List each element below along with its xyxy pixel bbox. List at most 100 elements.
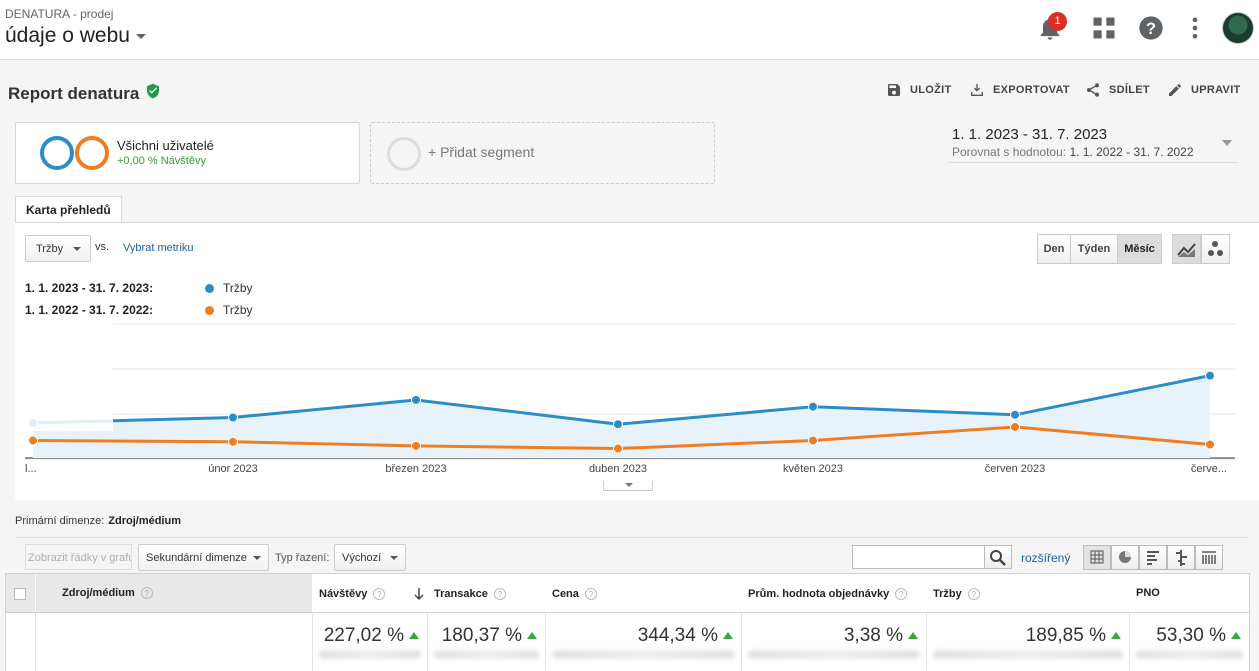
advanced-filter-link[interactable]: rozšířený <box>1021 551 1071 565</box>
account-path[interactable]: DENATURA - prodej <box>5 7 114 21</box>
sort-down-arrow-icon <box>414 588 424 601</box>
table-view-comparison-button[interactable] <box>1167 545 1195 570</box>
data-point[interactable] <box>808 401 818 412</box>
up-arrow-icon <box>409 632 419 639</box>
line-chart-view-button[interactable] <box>1172 234 1201 264</box>
data-point[interactable] <box>1010 409 1020 420</box>
granularity-month[interactable]: Měsíc <box>1117 234 1162 264</box>
pivot-icon <box>1202 551 1216 564</box>
line-chart: l... únor 2023 březen 2023 duben 2023 květen… <box>25 323 1235 475</box>
table-cell <box>6 613 35 671</box>
column-header-avg-order-value[interactable]: Prům. hodnota objednávky? <box>741 574 926 612</box>
report-title: Report denatura <box>8 84 140 103</box>
collapse-chart-toggle[interactable] <box>603 481 653 491</box>
segment-delta: +0,00 % Návštěvy <box>117 155 206 167</box>
download-icon <box>971 84 983 96</box>
top-bar: DENATURA - prodej údaje o webu 1 ? <box>0 0 1259 60</box>
pencil-icon <box>1169 84 1181 96</box>
more-vert-icon[interactable] <box>1181 14 1209 42</box>
tab-overview[interactable]: Karta přehledů <box>15 196 122 223</box>
table-view-pie-button[interactable] <box>1111 545 1139 570</box>
up-arrow-icon <box>527 632 537 639</box>
data-point[interactable] <box>613 443 623 454</box>
redacted-value <box>434 650 539 659</box>
column-header-revenue[interactable]: Tržby? <box>926 574 1129 612</box>
segment-all-users[interactable]: Všichni uživatelé +0,00 % Návštěvy <box>15 122 360 184</box>
secondary-dimension-select[interactable]: Sekundární dimenze <box>138 544 269 571</box>
column-header-transactions[interactable]: Transakce? <box>427 574 545 612</box>
summary-avg-order-value: 3,38 % <box>741 613 926 671</box>
data-point[interactable] <box>28 435 38 446</box>
metric-select[interactable]: Tržby <box>25 235 91 262</box>
help-icon[interactable]: ? <box>373 588 386 601</box>
date-range-main: 1. 1. 2023 - 31. 7. 2023 <box>952 126 1108 143</box>
date-range-compare: Porovnat s hodnotou: 1. 1. 2022 - 31. 7.… <box>952 145 1194 159</box>
x-tick-label: únor 2023 <box>208 463 258 475</box>
export-button[interactable]: EXPORTOVAT <box>971 84 1070 96</box>
data-point[interactable] <box>1205 439 1215 450</box>
search-icon <box>990 550 1006 566</box>
data-point[interactable] <box>613 419 623 430</box>
granularity-week[interactable]: Týden <box>1070 234 1118 264</box>
save-icon <box>888 84 900 96</box>
data-point[interactable] <box>1010 421 1020 432</box>
share-icon <box>1087 83 1099 97</box>
search-button[interactable] <box>984 545 1012 569</box>
data-point[interactable] <box>808 435 818 446</box>
pick-metric-link[interactable]: Vybrat metriku <box>123 242 194 254</box>
save-button[interactable]: ULOŽIT <box>888 84 952 96</box>
view-name: údaje o webu <box>5 24 130 47</box>
help-icon[interactable]: ? <box>140 587 153 600</box>
apps-grid-icon[interactable] <box>1090 14 1118 42</box>
legend-range-previous: 1. 1. 2022 - 31. 7. 2022: <box>25 303 154 317</box>
view-selector[interactable]: údaje o webu <box>5 24 146 48</box>
share-button[interactable]: SDÍLET <box>1087 83 1150 97</box>
segment-ring-empty <box>387 137 421 171</box>
x-tick-label: duben 2023 <box>589 463 647 475</box>
segment-name: Všichni uživatelé <box>117 138 214 153</box>
column-header-sessions[interactable]: Návštěvy? <box>312 574 427 612</box>
table-search-input[interactable] <box>852 545 985 569</box>
column-header-cost[interactable]: Cena? <box>545 574 741 612</box>
add-segment-button[interactable]: + Přidat segment <box>370 122 715 184</box>
motion-chart-view-button[interactable] <box>1201 234 1230 264</box>
data-point[interactable] <box>228 412 238 423</box>
chevron-down-icon <box>1222 140 1232 146</box>
select-all-checkbox[interactable] <box>14 588 26 600</box>
table-view-data-button[interactable] <box>1083 545 1111 570</box>
table-toolbar: Zobrazit řádky v grafu Sekundární dimenz… <box>15 537 1249 577</box>
column-header-pno[interactable]: PNO <box>1129 574 1249 612</box>
redacted-value <box>1136 650 1243 659</box>
column-header-source-medium[interactable]: Zdroj/médium? <box>35 574 313 612</box>
data-point[interactable] <box>228 436 238 447</box>
svg-text:?: ? <box>1146 20 1156 38</box>
x-tick-label: červen 2023 <box>985 463 1046 475</box>
x-tick-label: březen 2023 <box>385 463 446 475</box>
comparison-icon <box>1176 550 1187 566</box>
up-arrow-icon <box>1111 632 1121 639</box>
divider <box>948 162 1238 163</box>
help-icon[interactable]: ? <box>895 588 908 601</box>
help-icon[interactable]: ? <box>584 588 597 601</box>
table-view-performance-button[interactable] <box>1139 545 1167 570</box>
plot-rows-button[interactable]: Zobrazit řádky v grafu <box>25 544 132 570</box>
help-icon[interactable]: ? <box>1137 14 1165 42</box>
primary-dimension-value[interactable]: Zdroj/médium <box>108 515 181 527</box>
edit-button[interactable]: UPRAVIT <box>1169 84 1241 96</box>
data-point[interactable] <box>1205 370 1215 381</box>
help-icon[interactable]: ? <box>493 588 506 601</box>
legend-series-current: Tržby <box>223 281 253 295</box>
sort-type-select[interactable]: Výchozí <box>334 544 406 571</box>
help-icon[interactable]: ? <box>967 588 980 601</box>
bubble-chart-icon <box>1208 241 1223 256</box>
data-point[interactable] <box>411 440 421 451</box>
avatar[interactable] <box>1222 12 1254 44</box>
up-arrow-icon <box>908 632 918 639</box>
redacted-value <box>319 650 421 659</box>
data-point[interactable] <box>411 394 421 405</box>
granularity-day[interactable]: Den <box>1037 234 1071 264</box>
table-view-pivot-button[interactable] <box>1195 545 1223 570</box>
x-tick-label: květen 2023 <box>783 463 843 475</box>
sort-type-label: Typ řazení: <box>275 552 330 564</box>
legend-dot-current <box>205 284 214 293</box>
